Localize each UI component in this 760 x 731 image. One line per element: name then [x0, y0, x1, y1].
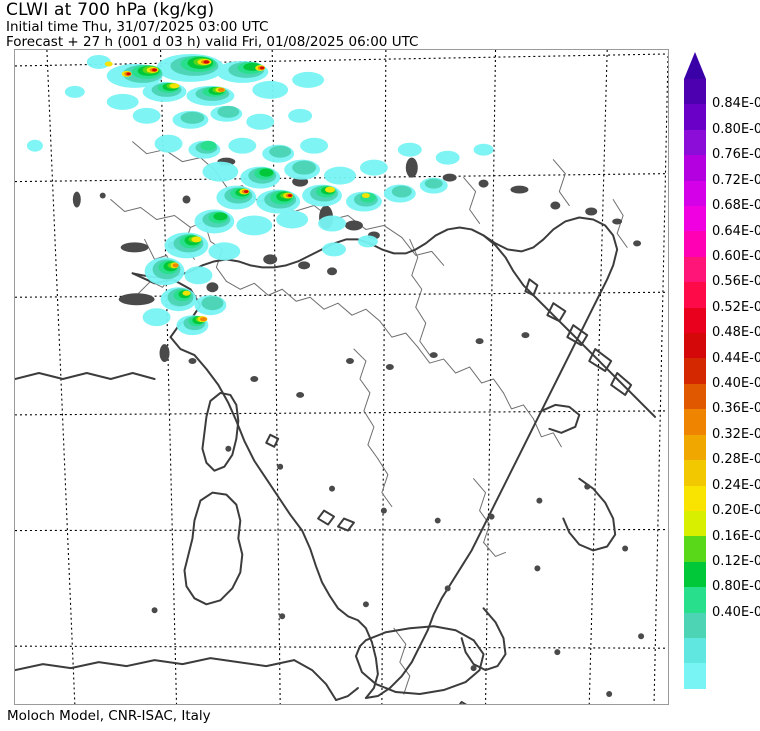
- colorbar-bands: [684, 79, 706, 689]
- colorbar-tick-label: 0.80E-04: [712, 579, 760, 595]
- colorbar-tick-label: 0.44E-03: [712, 350, 760, 366]
- colorbar-band: [684, 434, 706, 461]
- colorbar-tick-label: 0.84E-03: [712, 96, 760, 112]
- colorbar-band: [684, 612, 706, 638]
- colorbar-band: [684, 282, 706, 308]
- colorbar-tick-label: 0.68E-03: [712, 198, 760, 214]
- colorbar-band: [684, 536, 706, 562]
- colorbar-tick-label: 0.40E-03: [712, 376, 760, 391]
- colorbar-band: [684, 485, 706, 511]
- initial-time-label: Initial time Thu, 31/07/2025 03:00 UTC: [6, 19, 269, 35]
- clwi-field: [26, 53, 494, 336]
- colorbar-band: [684, 333, 706, 359]
- map-panel[interactable]: [14, 49, 669, 705]
- colorbar-band: [684, 104, 706, 130]
- colorbar-band: [684, 561, 706, 588]
- colorbar-tick-label: 0.56E-03: [712, 274, 760, 290]
- colorbar-band: [684, 358, 706, 384]
- colorbar-tick-label: 0.72E-03: [712, 172, 760, 188]
- colorbar-band: [684, 663, 706, 689]
- colorbar-band: [684, 409, 706, 435]
- colorbar-band: [684, 587, 706, 613]
- colorbar-band: [684, 637, 706, 664]
- model-credit: Moloch Model, CNR-ISAC, Italy: [7, 708, 211, 724]
- colorbar-band: [684, 180, 706, 207]
- colorbar-tick-label: 0.12E-03: [712, 553, 760, 569]
- colorbar-tick-label: 0.40E-04: [712, 604, 760, 620]
- colorbar-tick-label: 0.28E-03: [712, 452, 760, 468]
- colorbar-band: [684, 206, 706, 232]
- admin-borders: [110, 141, 628, 695]
- colorbar-band: [684, 460, 706, 486]
- colorbar-band: [684, 231, 706, 257]
- page-title: CLWI at 700 hPa (kg/kg): [6, 0, 215, 20]
- colorbar-tick-label: 0.76E-03: [712, 147, 760, 163]
- graticule: [15, 50, 668, 704]
- colorbar-tick-label: 0.52E-03: [712, 299, 760, 315]
- colorbar-band: [684, 256, 706, 283]
- colorbar-band: [684, 510, 706, 537]
- map-canvas: [15, 50, 668, 704]
- colorbar-tick-label: 0.36E-03: [712, 401, 760, 417]
- colorbar-tick-label: 0.48E-03: [712, 325, 760, 341]
- colorbar-band: [684, 79, 706, 105]
- colorbar-band: [684, 307, 706, 334]
- colorbar-tick-label: 0.20E-03: [712, 503, 760, 519]
- colorbar-labels: 0.84E-03 0.80E-03 0.76E-03 0.72E-03 0.68E-03…: [712, 52, 760, 689]
- forecast-validity-label: Forecast + 27 h (001 d 03 h) valid Fri, …: [6, 33, 419, 50]
- colorbar-max-arrow-icon: [684, 52, 706, 79]
- coastlines: [15, 216, 657, 704]
- colorbar[interactable]: [684, 52, 706, 689]
- colorbar-band: [684, 129, 706, 156]
- colorbar-band: [684, 383, 706, 410]
- colorbar-band: [684, 155, 706, 181]
- colorbar-tick-label: 0.64E-03: [712, 223, 760, 239]
- title-block: CLWI at 700 hPa (kg/kg) Initial time Thu…: [6, 1, 476, 49]
- colorbar-tick-label: 0.80E-03: [712, 121, 760, 137]
- colorbar-tick-label: 0.24E-03: [712, 477, 760, 493]
- colorbar-tick-label: 0.60E-03: [712, 248, 760, 264]
- colorbar-tick-label: 0.16E-03: [712, 528, 760, 544]
- colorbar-tick-label: 0.32E-03: [712, 426, 760, 442]
